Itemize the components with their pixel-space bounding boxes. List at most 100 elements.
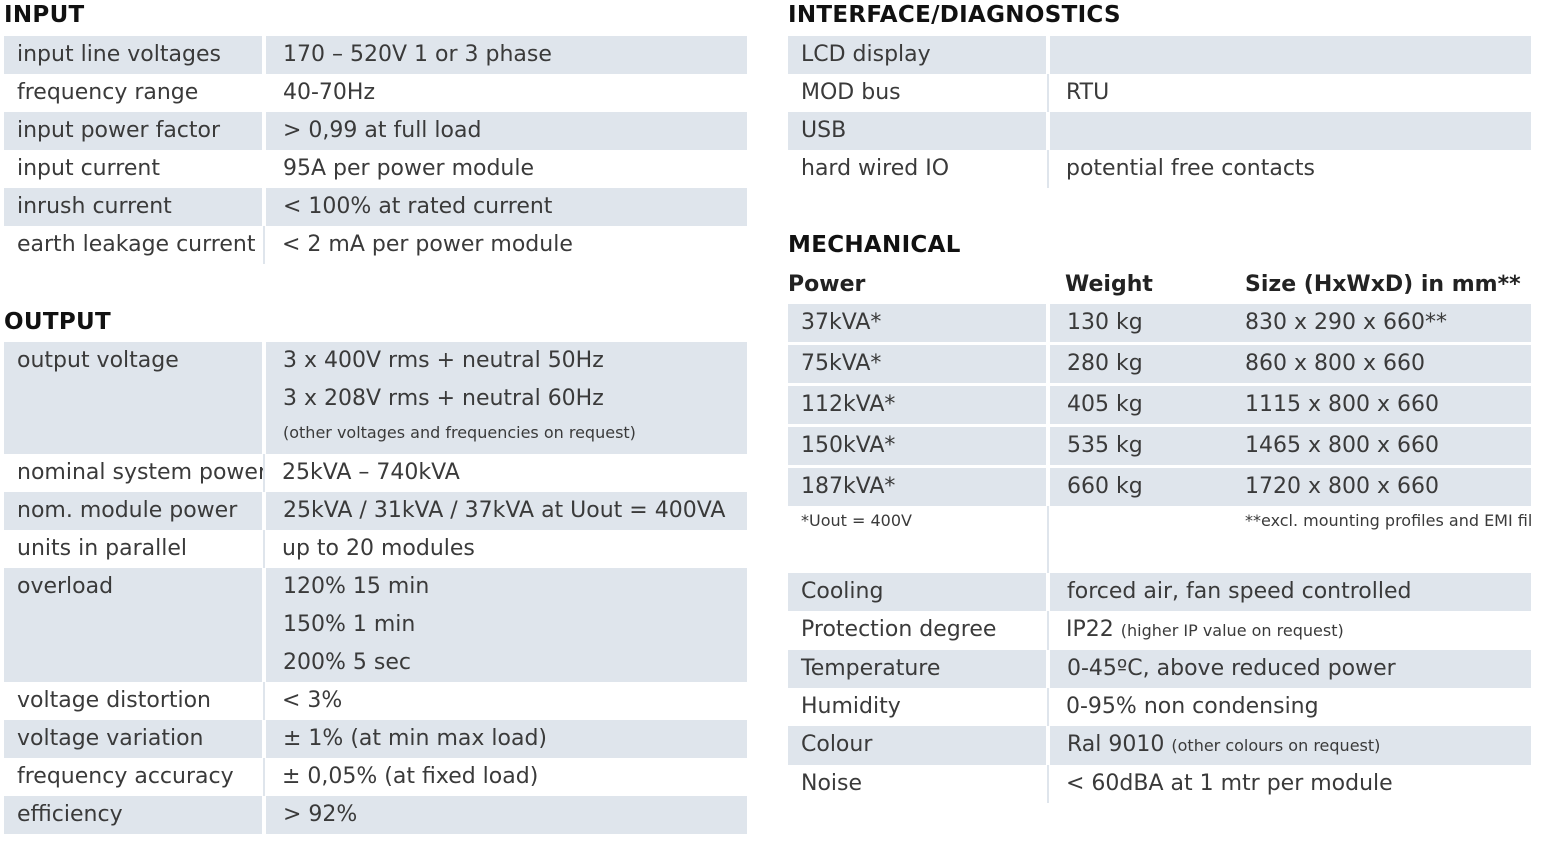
spec-value: forced air, fan speed controlled bbox=[1046, 573, 1531, 611]
spec-row: Temperature 0-45ºC, above reduced power bbox=[788, 650, 1531, 688]
spec-note: (other voltages and frequencies on reque… bbox=[283, 423, 636, 442]
spec-row: frequency accuracy ± 0,05% (at fixed loa… bbox=[4, 758, 747, 796]
spec-row: frequency range 40-70Hz bbox=[4, 74, 747, 112]
spec-row: Humidity 0-95% non condensing bbox=[788, 688, 1531, 726]
input-section-title: INPUT bbox=[4, 2, 85, 28]
spec-value: 0-45ºC, above reduced power bbox=[1046, 650, 1531, 688]
column-header-weight: Weight bbox=[1065, 272, 1153, 297]
spec-label: input line voltages bbox=[4, 36, 264, 74]
spec-label: earth leakage current bbox=[17, 232, 256, 257]
spec-row: inrush current < 100% at rated current bbox=[4, 188, 747, 226]
spec-label: voltage distortion bbox=[17, 688, 212, 713]
output-section-title: OUTPUT bbox=[4, 309, 111, 335]
spec-label: Cooling bbox=[788, 573, 1048, 611]
footnote-spacer bbox=[1047, 506, 1228, 574]
cell-size: 1115 x 800 x 660 bbox=[1228, 383, 1531, 426]
spec-value: 40-70Hz bbox=[262, 74, 747, 112]
spec-label: MOD bus bbox=[801, 80, 901, 105]
cell-power: 75kVA* bbox=[788, 342, 1048, 385]
spec-value: > 92% bbox=[262, 796, 747, 834]
cell-size: 860 x 800 x 660 bbox=[1228, 342, 1531, 385]
spec-value: potential free contacts bbox=[1047, 150, 1531, 188]
spec-label: Noise bbox=[801, 771, 863, 796]
spec-value: ± 1% (at min max load) bbox=[262, 720, 747, 758]
spec-label: units in parallel bbox=[17, 536, 187, 561]
input-spec-table: input line voltages 170 – 520V 1 or 3 ph… bbox=[4, 36, 747, 264]
cell-size: 1465 x 800 x 660 bbox=[1228, 424, 1531, 467]
spec-row: input power factor > 0,99 at full load bbox=[4, 112, 747, 150]
spec-row: Protection degree IP22 (higher IP value … bbox=[788, 611, 1531, 650]
spec-label: efficiency bbox=[4, 796, 264, 834]
spec-label: input power factor bbox=[4, 112, 264, 150]
cell-weight: 130 kg bbox=[1046, 304, 1228, 344]
column-header-size: Size (HxWxD) in mm** bbox=[1245, 272, 1521, 297]
spec-label: voltage variation bbox=[4, 720, 264, 758]
spec-label: inrush current bbox=[4, 188, 264, 226]
spec-value-main: IP22 bbox=[1066, 617, 1114, 642]
spec-label: Temperature bbox=[788, 650, 1048, 688]
spec-row: nom. module power 25kVA / 31kVA / 37kVA … bbox=[4, 492, 747, 530]
spec-value bbox=[1046, 36, 1531, 74]
spec-value-line: 200% 5 sec bbox=[283, 650, 411, 675]
spec-row: LCD display bbox=[788, 36, 1531, 74]
table-row: 150kVA* 535 kg 1465 x 800 x 660 bbox=[788, 424, 1531, 467]
spec-value: ± 0,05% (at fixed load) bbox=[263, 758, 747, 796]
spec-row: USB bbox=[788, 112, 1531, 150]
spec-value: up to 20 modules bbox=[263, 530, 747, 568]
spec-value: < 2 mA per power module bbox=[263, 226, 747, 264]
spec-label: Colour bbox=[788, 726, 1048, 765]
cell-weight: 535 kg bbox=[1046, 424, 1228, 467]
spec-value: 95A per power module bbox=[262, 150, 747, 188]
spec-label: nom. module power bbox=[4, 492, 264, 530]
output-spec-table: output voltage 3 x 400V rms + neutral 50… bbox=[4, 342, 747, 834]
column-header-power: Power bbox=[788, 272, 866, 297]
table-row: 75kVA* 280 kg 860 x 800 x 660 bbox=[788, 342, 1531, 385]
table-row: 37kVA* 130 kg 830 x 290 x 660** bbox=[788, 304, 1531, 344]
cell-size: 1720 x 800 x 660 bbox=[1228, 465, 1531, 506]
spec-label: Protection degree bbox=[801, 617, 997, 642]
footnote-size: **excl. mounting profiles and EMI filter bbox=[1245, 511, 1531, 530]
spec-value-line: 150% 1 min bbox=[283, 612, 416, 637]
footnote-row: *Uout = 400V **excl. mounting profiles a… bbox=[788, 506, 1531, 574]
spec-row: voltage variation ± 1% (at min max load) bbox=[4, 720, 747, 758]
cell-weight: 660 kg bbox=[1046, 465, 1228, 506]
spec-row: Colour Ral 9010 (other colours on reques… bbox=[788, 726, 1531, 765]
spec-label: nominal system power bbox=[17, 460, 264, 485]
spec-value: Ral 9010 (other colours on request) bbox=[1046, 726, 1531, 765]
spec-label: output voltage bbox=[4, 342, 264, 454]
spec-row: input line voltages 170 – 520V 1 or 3 ph… bbox=[4, 36, 747, 74]
cell-power: 37kVA* bbox=[788, 304, 1048, 344]
spec-label: USB bbox=[788, 112, 1048, 150]
spec-label: Humidity bbox=[801, 694, 901, 719]
spec-value: > 0,99 at full load bbox=[262, 112, 747, 150]
spec-row: units in parallel up to 20 modules bbox=[4, 530, 747, 568]
spec-value: < 3% bbox=[263, 682, 747, 720]
table-row: 112kVA* 405 kg 1115 x 800 x 660 bbox=[788, 383, 1531, 426]
general-spec-table: Cooling forced air, fan speed controlled… bbox=[788, 573, 1531, 803]
spec-row: nominal system power 25kVA – 740kVA bbox=[4, 454, 747, 492]
cell-weight: 405 kg bbox=[1046, 383, 1228, 426]
spec-row: MOD bus RTU bbox=[788, 74, 1531, 112]
table-row: 187kVA* 660 kg 1720 x 800 x 660 bbox=[788, 465, 1531, 506]
spec-value: 25kVA – 740kVA bbox=[263, 454, 747, 492]
cell-power: 187kVA* bbox=[788, 465, 1048, 506]
spec-value: RTU bbox=[1047, 74, 1531, 112]
spec-note: (other colours on request) bbox=[1171, 736, 1381, 755]
interface-section-title: INTERFACE/DIAGNOSTICS bbox=[788, 2, 1121, 28]
spec-row: Noise < 60dBA at 1 mtr per module bbox=[788, 765, 1531, 803]
cell-weight: 280 kg bbox=[1046, 342, 1228, 385]
spec-row: efficiency > 92% bbox=[4, 796, 747, 834]
spec-label: input current bbox=[17, 156, 160, 181]
spec-row: voltage distortion < 3% bbox=[4, 682, 747, 720]
spec-label: frequency accuracy bbox=[17, 764, 234, 789]
spec-label: overload bbox=[4, 568, 264, 682]
footnote-power: *Uout = 400V bbox=[801, 511, 912, 530]
spec-row: Cooling forced air, fan speed controlled bbox=[788, 573, 1531, 611]
spec-value: 3 x 400V rms + neutral 50Hz 3 x 208V rms… bbox=[262, 342, 747, 454]
spec-row: input current 95A per power module bbox=[4, 150, 747, 188]
spec-value-main: Ral 9010 bbox=[1067, 732, 1165, 757]
spec-value-line: 3 x 400V rms + neutral 50Hz bbox=[283, 348, 604, 373]
cell-power: 112kVA* bbox=[788, 383, 1048, 426]
spec-label: frequency range bbox=[17, 80, 199, 105]
spec-value: 120% 15 min 150% 1 min 200% 5 sec bbox=[262, 568, 747, 682]
